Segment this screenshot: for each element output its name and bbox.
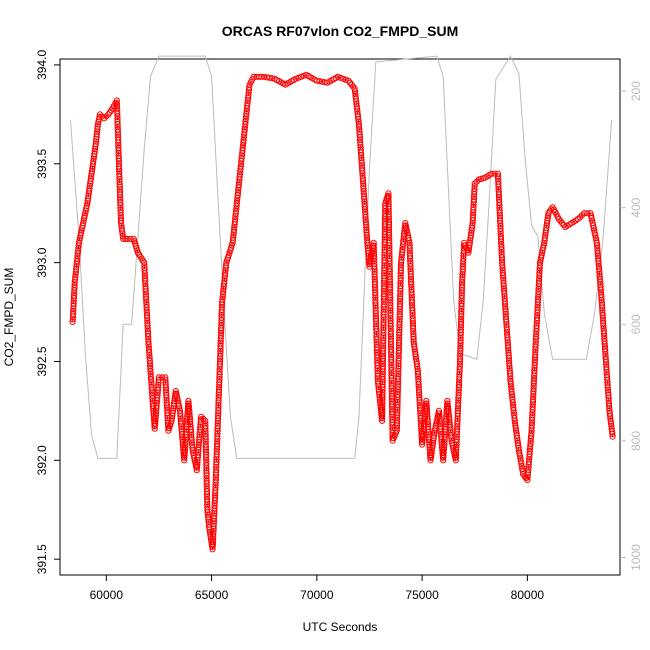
y-tick-label: 394.0 — [35, 50, 49, 80]
chart-title: ORCAS RF07vlon CO2_FMPD_SUM — [222, 23, 458, 39]
x-tick-label: 65000 — [195, 588, 229, 602]
y-axis-label: CO2_FMPD_SUM — [2, 268, 16, 367]
x-tick-label: 80000 — [511, 588, 545, 602]
plot-frame — [59, 58, 621, 576]
series-connector-layer — [72, 74, 614, 550]
data-point — [295, 74, 302, 81]
y2-tick-label: 800 — [629, 431, 643, 451]
x-axis: 60000 65000 70000 75000 80000 — [90, 574, 545, 602]
series-connector — [72, 74, 614, 550]
series-points-layer — [69, 71, 616, 553]
y-axis-right: 200 400 600 800 1000 — [620, 81, 643, 571]
y2-tick-label: 600 — [629, 314, 643, 334]
data-point — [337, 74, 344, 81]
data-point — [124, 235, 131, 242]
data-point — [155, 374, 162, 381]
data-point — [342, 76, 349, 83]
y-tick-label: 391.5 — [35, 544, 49, 574]
y-axis: 391.5 392.0 392.5 393.0 393.5 394.0 — [35, 50, 60, 574]
x-tick-label: 70000 — [300, 588, 334, 602]
data-point — [488, 170, 495, 177]
x-tick-label: 60000 — [90, 588, 124, 602]
data-point — [609, 430, 616, 438]
y-tick-label: 393.5 — [35, 148, 49, 178]
y-tick-label: 392.5 — [35, 346, 49, 376]
data-point — [581, 210, 588, 217]
y-tick-label: 393.0 — [35, 247, 49, 277]
y2-tick-label: 200 — [629, 81, 643, 101]
y-tick-label: 392.0 — [35, 445, 49, 475]
data-point — [609, 433, 616, 440]
y2-tick-label: 400 — [629, 197, 643, 217]
y2-tick-label: 1000 — [629, 544, 643, 571]
data-point — [560, 222, 567, 229]
data-point — [120, 235, 127, 242]
x-axis-label: UTC Seconds — [303, 620, 378, 634]
x-tick-label: 75000 — [405, 588, 439, 602]
data-point — [246, 84, 253, 91]
